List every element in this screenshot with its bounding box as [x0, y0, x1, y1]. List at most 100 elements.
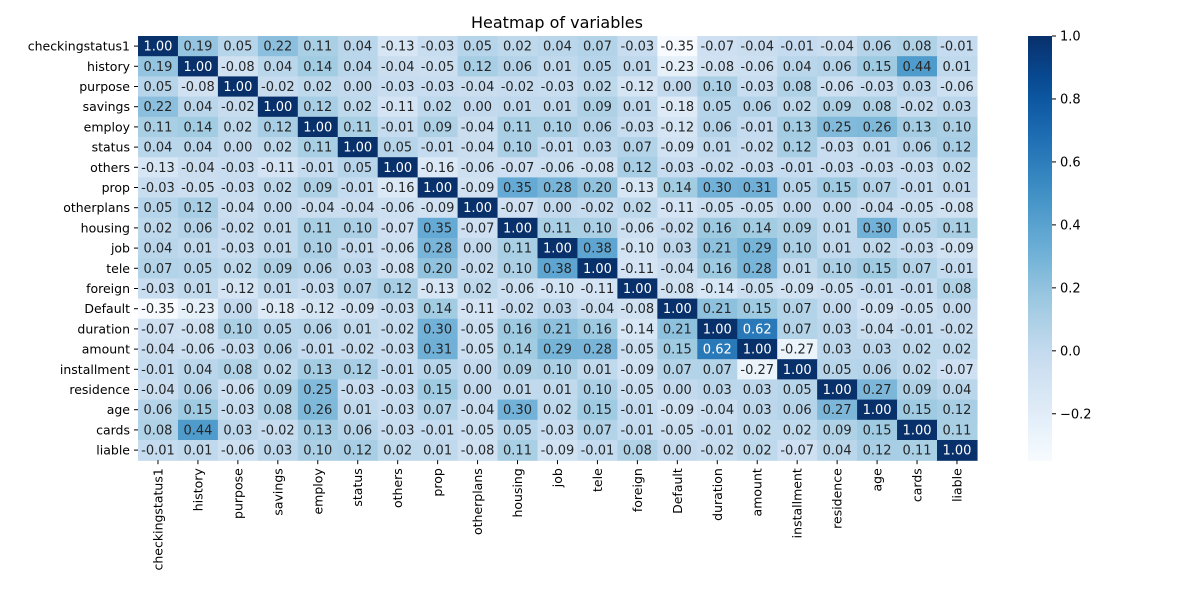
heatmap-cell	[857, 419, 898, 441]
cell-value-label: -0.03	[221, 343, 255, 358]
cell-value-label: -0.03	[621, 120, 655, 135]
cell-value-label: 0.07	[903, 262, 932, 277]
cell-value-label: 0.01	[623, 100, 652, 115]
cell-value-label: -0.01	[381, 363, 415, 378]
cell-value-label: 0.30	[863, 221, 892, 236]
cell-value-label: 0.02	[343, 100, 372, 115]
heatmap-cell	[297, 36, 339, 57]
heatmap-cell	[497, 339, 539, 360]
cell-value-label: -0.06	[381, 201, 415, 216]
cell-value-label: 0.06	[703, 120, 732, 135]
cell-value-label: 0.28	[743, 262, 772, 277]
cell-value-label: 0.28	[543, 181, 572, 196]
cell-value-label: 0.31	[743, 181, 772, 196]
heatmap-cell	[497, 399, 539, 421]
cell-value-label: -0.02	[740, 141, 774, 156]
heatmap-cell	[297, 157, 339, 178]
heatmap-cell	[497, 177, 539, 199]
heatmap-cell	[657, 359, 698, 380]
cell-value-label: 0.01	[343, 403, 372, 418]
cell-value-label: 0.20	[423, 262, 452, 277]
cell-value-label: 0.38	[583, 242, 612, 257]
cell-value-label: 0.01	[503, 100, 532, 115]
heatmap-cell	[377, 56, 419, 77]
heatmap-cell	[697, 36, 738, 57]
heatmap-cell	[257, 217, 299, 239]
cell-value-label: 0.06	[263, 343, 292, 358]
cell-value-label: 0.08	[863, 100, 892, 115]
cell-value-label: -0.02	[581, 201, 615, 216]
y-tick-label: foreign	[86, 281, 130, 296]
cell-value-label: -0.11	[261, 161, 295, 176]
heatmap-cell	[377, 76, 419, 98]
heatmap-cell	[657, 379, 698, 401]
heatmap-cell	[377, 36, 419, 57]
heatmap-cell	[297, 359, 339, 380]
cell-value-label: 0.00	[263, 201, 292, 216]
heatmap-cell	[817, 379, 858, 401]
cell-value-label: 0.10	[823, 262, 852, 277]
cell-value-label: 0.10	[583, 383, 612, 398]
heatmap-cell	[737, 177, 778, 199]
cell-value-label: 0.05	[223, 40, 252, 55]
heatmap-cell	[497, 137, 539, 158]
cell-value-label: 0.02	[383, 444, 412, 459]
heatmap-cell	[138, 76, 179, 98]
cell-value-label: 1.00	[823, 383, 852, 398]
heatmap-cell	[577, 359, 618, 380]
cell-value-label: -0.05	[181, 181, 215, 196]
x-tick-labels: checkingstatus1 history purpose savings empl…	[150, 460, 964, 570]
cell-value-label: 0.02	[783, 100, 812, 115]
heatmap-cell	[537, 177, 579, 199]
cell-value-label: 0.01	[423, 444, 452, 459]
cell-value-label: 0.15	[423, 383, 452, 398]
cell-value-label: -0.03	[341, 383, 375, 398]
cell-value-label: 0.28	[423, 242, 452, 257]
heatmap-cell	[857, 197, 898, 219]
heatmap-cell	[897, 197, 938, 219]
cell-value-label: 0.21	[663, 322, 692, 337]
heatmap-cell	[217, 379, 259, 401]
colorbar-tick-label: −0.2	[1060, 407, 1092, 422]
cell-value-label: -0.11	[621, 262, 655, 277]
cell-value-label: 0.01	[823, 242, 852, 257]
heatmap-cell	[697, 278, 738, 300]
y-tick-label: purpose	[79, 79, 130, 94]
heatmap-cell	[177, 137, 219, 158]
heatmap-cell	[138, 379, 179, 401]
heatmap-cell	[537, 157, 579, 178]
heatmap-cell	[257, 258, 299, 279]
heatmap-cell	[617, 419, 658, 441]
cell-value-label: -0.13	[381, 40, 415, 55]
cell-value-label: -0.05	[740, 282, 774, 297]
heatmap-cell	[577, 217, 618, 239]
heatmap-cell	[777, 278, 818, 300]
cell-value-label: 0.07	[583, 423, 612, 438]
cell-value-label: -0.03	[381, 403, 415, 418]
heatmap-cell	[897, 177, 938, 199]
cell-value-label: -0.06	[740, 60, 774, 75]
cell-value-label: 0.01	[583, 363, 612, 378]
heatmap-cell	[697, 177, 738, 199]
cell-value-label: -0.07	[381, 221, 415, 236]
heatmap-cell	[537, 318, 579, 340]
cell-value-label: 0.00	[463, 363, 492, 378]
cell-value-label: -0.01	[860, 282, 894, 297]
x-tick-label: residence	[830, 468, 845, 529]
heatmap-cell	[897, 217, 938, 239]
cell-value-label: -0.08	[461, 444, 495, 459]
heatmap-cell	[857, 177, 898, 199]
y-tick-label: job	[110, 241, 130, 256]
heatmap-cell	[337, 399, 379, 421]
cell-value-label: 1.00	[543, 242, 572, 257]
cell-value-label: 0.00	[223, 302, 252, 317]
cell-value-label: 0.06	[823, 60, 852, 75]
heatmap-cell	[257, 76, 299, 98]
heatmap-cell	[657, 399, 698, 421]
cell-value-label: 0.10	[503, 141, 532, 156]
cell-value-label: -0.01	[341, 181, 375, 196]
cell-value-label: -0.09	[341, 302, 375, 317]
heatmap-cell	[337, 116, 379, 138]
heatmap-cell	[457, 197, 499, 219]
cell-value-label: 0.03	[863, 343, 892, 358]
